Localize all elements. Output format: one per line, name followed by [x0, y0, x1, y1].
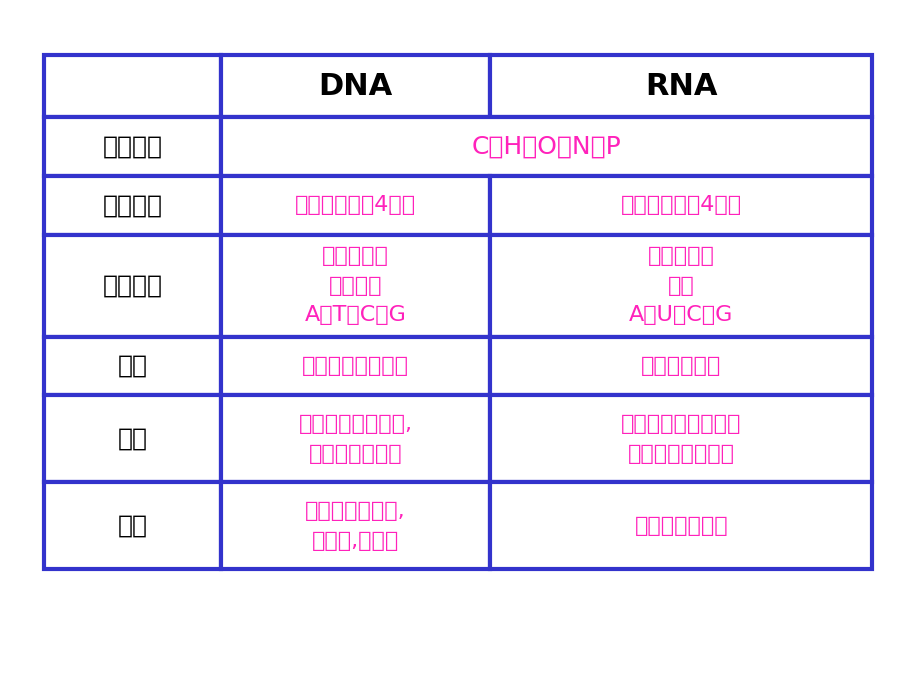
- Text: 结构: 结构: [118, 354, 147, 378]
- Text: 核糖核苷酸（4种）: 核糖核苷酸（4种）: [620, 195, 741, 215]
- Text: 一般单链结构: 一般单链结构: [641, 356, 720, 376]
- Text: 编码复制遗传信息,
控制蛋白质合成: 编码复制遗传信息, 控制蛋白质合成: [299, 414, 412, 464]
- Bar: [221, 337, 490, 395]
- Bar: [44, 117, 221, 176]
- Text: 化学组成: 化学组成: [102, 274, 163, 297]
- Bar: [221, 235, 490, 337]
- Bar: [44, 176, 221, 235]
- Text: C、H、O、N、P: C、H、O、N、P: [471, 135, 620, 159]
- Bar: [44, 482, 221, 569]
- Bar: [221, 482, 490, 569]
- Bar: [490, 395, 871, 482]
- Text: 一分子磷酸
脱氧核糖
A、T、C、G: 一分子磷酸 脱氧核糖 A、T、C、G: [304, 246, 406, 325]
- Bar: [490, 337, 871, 395]
- Text: 组成元素: 组成元素: [102, 135, 163, 159]
- Text: 细胞核的染色体,
线粒体,叶绹体: 细胞核的染色体, 线粒体,叶绹体: [305, 501, 405, 551]
- Bar: [44, 337, 221, 395]
- Text: RNA: RNA: [644, 72, 717, 101]
- Text: 一分子磷酸
核糖
A、U、C、G: 一分子磷酸 核糖 A、U、C、G: [629, 246, 732, 325]
- Text: 传递遗传信息，并通
过蛋白质表达出来: 传递遗传信息，并通 过蛋白质表达出来: [620, 414, 741, 464]
- Text: 分布: 分布: [118, 514, 147, 538]
- Bar: [221, 55, 490, 117]
- Text: 脱氧核苷酸（4种）: 脱氧核苷酸（4种）: [295, 195, 415, 215]
- Bar: [44, 395, 221, 482]
- Text: 细胞质的核糖体: 细胞质的核糖体: [634, 516, 727, 535]
- Bar: [490, 55, 871, 117]
- Bar: [44, 55, 221, 117]
- Bar: [221, 117, 871, 176]
- Bar: [44, 235, 221, 337]
- Bar: [490, 482, 871, 569]
- Text: DNA: DNA: [318, 72, 392, 101]
- Bar: [490, 176, 871, 235]
- Bar: [221, 176, 490, 235]
- Text: 功能: 功能: [118, 427, 147, 451]
- Bar: [221, 395, 490, 482]
- Text: 基本单位: 基本单位: [102, 193, 163, 217]
- Bar: [490, 235, 871, 337]
- Text: 规则的双螺旋结构: 规则的双螺旋结构: [301, 356, 409, 376]
